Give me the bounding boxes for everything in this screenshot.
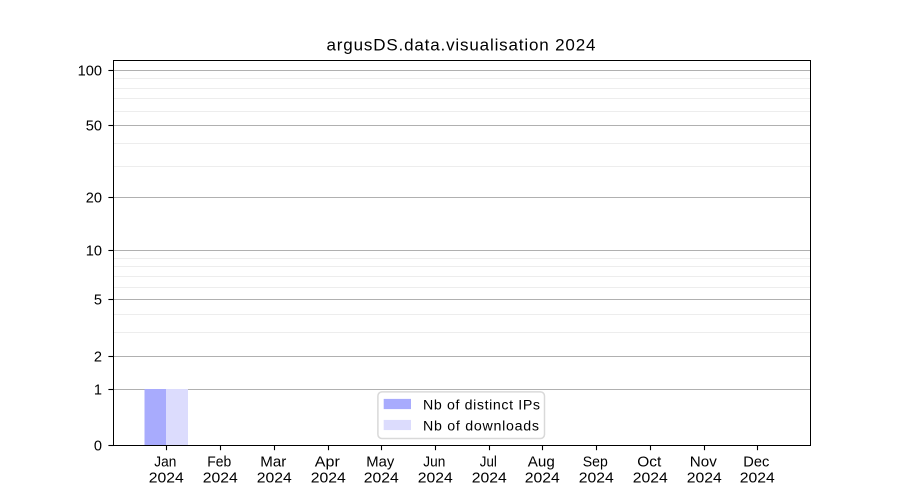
svg-text:Dec: Dec xyxy=(743,454,769,470)
svg-text:2024: 2024 xyxy=(311,470,346,486)
svg-text:2024: 2024 xyxy=(525,470,560,486)
svg-text:2: 2 xyxy=(94,350,102,366)
svg-text:2024: 2024 xyxy=(364,470,399,486)
svg-text:5: 5 xyxy=(94,293,102,309)
svg-text:2024: 2024 xyxy=(740,470,775,486)
svg-text:Feb: Feb xyxy=(207,454,231,470)
svg-text:2024: 2024 xyxy=(257,470,292,486)
svg-text:50: 50 xyxy=(86,119,102,135)
svg-text:Mar: Mar xyxy=(260,454,286,470)
svg-text:Oct: Oct xyxy=(637,454,661,470)
svg-text:100: 100 xyxy=(78,64,102,80)
svg-text:20: 20 xyxy=(86,191,102,207)
svg-text:1: 1 xyxy=(94,383,102,399)
svg-text:Nb of distinct IPs: Nb of distinct IPs xyxy=(423,397,540,413)
svg-text:Jan: Jan xyxy=(154,454,176,470)
svg-text:Jul: Jul xyxy=(480,454,497,470)
svg-text:2024: 2024 xyxy=(579,470,614,486)
svg-text:0: 0 xyxy=(94,439,102,455)
svg-text:2024: 2024 xyxy=(418,470,453,486)
svg-text:2024: 2024 xyxy=(472,470,507,486)
svg-text:Jun: Jun xyxy=(423,454,445,470)
svg-text:Nb of downloads: Nb of downloads xyxy=(423,418,539,434)
svg-text:2024: 2024 xyxy=(149,470,184,486)
svg-text:2024: 2024 xyxy=(633,470,668,486)
svg-text:2024: 2024 xyxy=(203,470,238,486)
svg-text:argusDS.data.visualisation 202: argusDS.data.visualisation 2024 xyxy=(327,36,596,55)
svg-text:Sep: Sep xyxy=(583,454,608,470)
svg-text:Apr: Apr xyxy=(315,454,340,470)
svg-text:Aug: Aug xyxy=(528,454,555,470)
svg-text:May: May xyxy=(366,454,395,470)
svg-text:Nov: Nov xyxy=(690,454,718,470)
svg-text:2024: 2024 xyxy=(687,470,722,486)
svg-text:10: 10 xyxy=(86,244,102,260)
